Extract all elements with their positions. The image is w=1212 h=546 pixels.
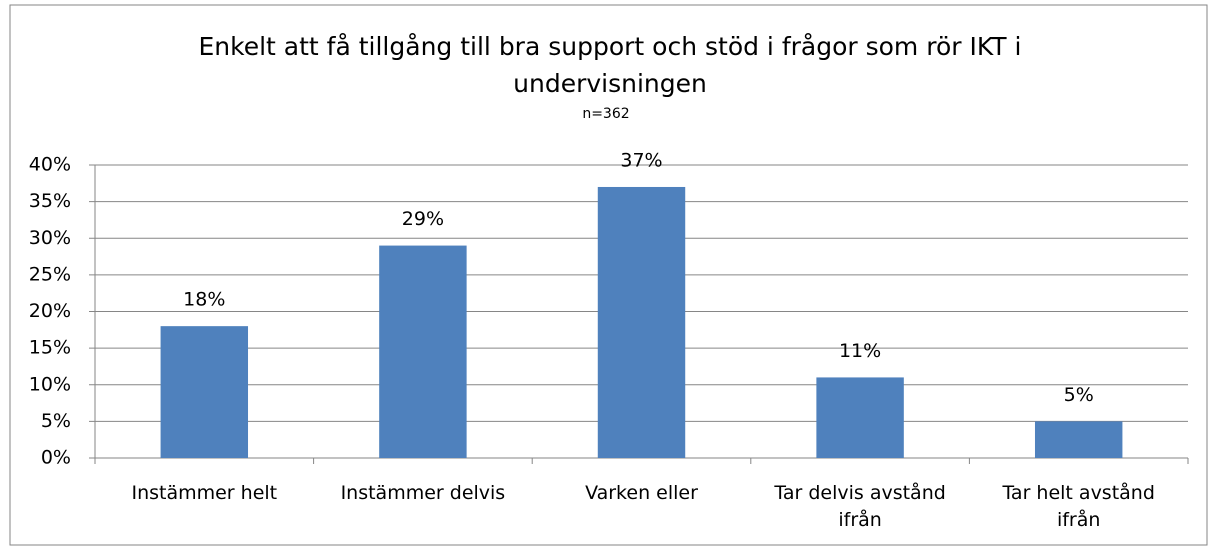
y-tick-label: 15% bbox=[29, 337, 71, 359]
bar bbox=[1034, 421, 1123, 458]
bar bbox=[379, 245, 467, 458]
y-tick-label: 40% bbox=[29, 154, 71, 176]
data-label: 5% bbox=[1064, 384, 1094, 406]
bar bbox=[597, 186, 686, 458]
data-label: 37% bbox=[620, 149, 662, 171]
chart-title: Enkelt att få tillgång till bra support … bbox=[198, 32, 1022, 98]
data-label: 29% bbox=[402, 208, 444, 230]
y-tick-label: 30% bbox=[29, 227, 71, 249]
y-tick-label: 5% bbox=[41, 410, 71, 432]
y-tick-label: 10% bbox=[29, 373, 71, 395]
y-tick-label: 0% bbox=[41, 447, 71, 469]
y-tick-label: 25% bbox=[29, 263, 71, 285]
y-tick-label: 20% bbox=[29, 300, 71, 322]
x-tick-label: Tar helt avstånd ifrån bbox=[1002, 482, 1155, 531]
x-tick-label: Varken eller bbox=[585, 482, 698, 504]
bar bbox=[816, 377, 904, 458]
x-tick-label: Instämmer helt bbox=[131, 482, 278, 504]
x-tick-label: Instämmer delvis bbox=[340, 482, 506, 504]
y-tick-label: 35% bbox=[29, 190, 71, 212]
bar bbox=[160, 326, 249, 458]
data-label: 11% bbox=[839, 340, 881, 362]
data-label: 18% bbox=[183, 289, 225, 311]
chart-subtitle: n=362 bbox=[582, 106, 630, 122]
x-tick-label: Tar delvis avstånd ifrån bbox=[774, 482, 946, 531]
